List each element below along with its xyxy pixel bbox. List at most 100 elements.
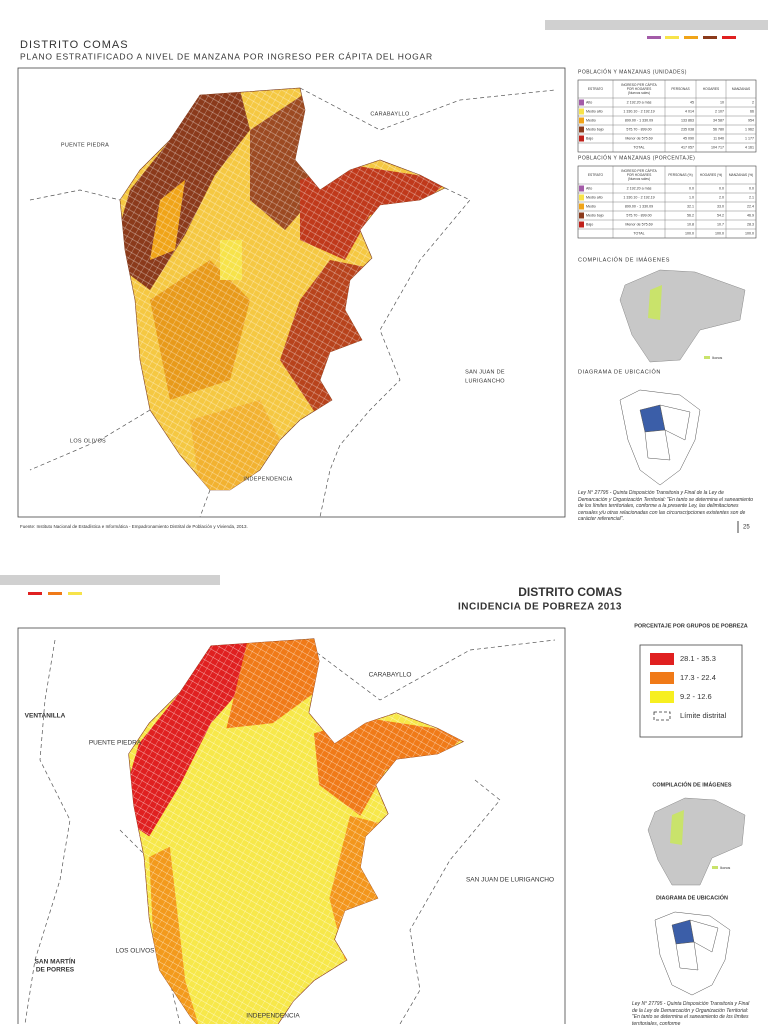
table-cell: 1 962 bbox=[745, 127, 754, 131]
legend-title: PORCENTAJE POR GRUPOS DE POBREZA bbox=[634, 623, 748, 629]
legend-swatch bbox=[650, 691, 674, 703]
table-header: INGRESO PER CÁPITA POR HOGARES (Nuevos sol… bbox=[621, 169, 657, 181]
table-cell: Alto bbox=[586, 100, 592, 104]
section-title: DIAGRAMA DE UBICACIÓN bbox=[578, 368, 661, 375]
table-cell: 1.0 bbox=[689, 195, 694, 199]
map-label: DE PORRES bbox=[36, 967, 75, 974]
table-cell: 2 192.20 a más bbox=[627, 186, 652, 190]
imagery-map bbox=[647, 797, 746, 886]
table-cell: Medio bajo bbox=[586, 127, 604, 131]
law-note: Ley N° 27795 - Quinta Disposición Transi… bbox=[578, 490, 754, 522]
table-cell: TOTAL bbox=[633, 231, 644, 235]
source-note: Fuente: Instituto Nacional de Estadístic… bbox=[20, 524, 248, 529]
table-header: MANZANAS bbox=[732, 87, 751, 91]
table-cell: 2 107 bbox=[715, 109, 724, 113]
table-cell: Bajo bbox=[586, 136, 593, 140]
stratum-swatch bbox=[579, 185, 584, 192]
stratum-swatch bbox=[579, 221, 584, 228]
stratum-swatch bbox=[579, 99, 584, 106]
table-header: HOGARES bbox=[703, 87, 720, 91]
table-cell: 954 bbox=[748, 118, 754, 122]
map-label: PUENTE PIEDRA bbox=[61, 142, 109, 148]
section-title: COMPILACIÓN DE IMÁGENES bbox=[578, 256, 670, 263]
table-cell: Medio alto bbox=[586, 109, 603, 113]
map-label: CARABAYLLO bbox=[370, 111, 410, 117]
map-labels: CARABAYLLO PUENTE PIEDRA SAN JUAN DE LURIGA… bbox=[61, 111, 505, 482]
table-cell: 34 587 bbox=[713, 118, 724, 122]
map-label: LURIGANCHO bbox=[465, 378, 505, 384]
table-header: ESTRATO bbox=[588, 173, 604, 177]
table-cell: 0.0 bbox=[749, 186, 754, 190]
table-cell: 575.70 - 899.00 bbox=[626, 213, 651, 217]
table-cell: 66 bbox=[750, 109, 754, 113]
page-subtitle: INCIDENCIA DE POBREZA 2013 bbox=[458, 602, 622, 613]
table-cell: 22.4 bbox=[747, 204, 754, 208]
table-title: POBLACIÓN Y MANZANAS (PORCENTAJE) bbox=[578, 154, 695, 161]
map-label: LOS OLIVOS bbox=[70, 438, 106, 444]
legend-swatch bbox=[712, 866, 718, 869]
table-cell: 104 717 bbox=[711, 145, 724, 149]
table-cell: 28.3 bbox=[747, 222, 754, 226]
table-cell: 2.0 bbox=[719, 195, 724, 199]
table-header: ESTRATO bbox=[588, 87, 604, 91]
table-cell: 56 780 bbox=[713, 127, 724, 131]
map-labels: VENTANILLA PUENTE PIEDRA CARABAYLLO SAN JUA… bbox=[25, 672, 554, 1020]
table-cell: 2 192.20 a más bbox=[627, 100, 652, 104]
legend: 28.1 - 35.3 17.3 - 22.4 9.2 - 12.6 Límite d… bbox=[650, 653, 727, 721]
table-header: PERSONAS bbox=[671, 87, 690, 91]
stratum-swatch bbox=[579, 126, 584, 133]
imagery-coverage bbox=[648, 285, 662, 320]
map-label: SAN MARTÍN bbox=[35, 957, 76, 966]
swatch bbox=[28, 592, 42, 595]
table-cell: 2.1 bbox=[749, 195, 754, 199]
table-cell: Medio bbox=[586, 204, 596, 208]
legend-label: 17.3 - 22.4 bbox=[680, 673, 716, 682]
location-map bbox=[654, 911, 731, 996]
table-cell: 2 bbox=[752, 100, 754, 104]
table-cell: 10.8 bbox=[687, 222, 694, 226]
table-cell: 899.00 - 1 330.09 bbox=[625, 204, 653, 208]
table-cell: 899.00 - 1 330.09 bbox=[625, 118, 653, 122]
header-bar bbox=[545, 20, 768, 30]
district-boundaries bbox=[29, 87, 556, 518]
stratum-swatch bbox=[579, 117, 584, 124]
table-cell: 100.0 bbox=[715, 231, 724, 235]
table-cell: 4 161 bbox=[745, 145, 754, 149]
table-header: PERSONAS (%) bbox=[668, 173, 692, 177]
map-label: INDEPENDENCIA bbox=[243, 476, 292, 482]
table-title: POBLACIÓN Y MANZANAS (UNIDADES) bbox=[578, 68, 687, 75]
swatch bbox=[647, 36, 661, 39]
map-label: VENTANILLA bbox=[25, 713, 66, 720]
table-cell: Bajo bbox=[586, 222, 593, 226]
table-cell: 235 038 bbox=[681, 127, 694, 131]
page-title: DISTRITO COMAS bbox=[20, 39, 129, 51]
stratum-swatch bbox=[579, 135, 584, 142]
swatch bbox=[48, 592, 62, 595]
map-label: CARABAYLLO bbox=[369, 672, 412, 679]
imagery-coverage bbox=[670, 810, 684, 845]
legend-swatch bbox=[650, 672, 674, 684]
table-cell: 33.0 bbox=[717, 204, 724, 208]
table-cell: 1 177 bbox=[745, 136, 754, 140]
legend-label: 9.2 - 12.6 bbox=[680, 692, 712, 701]
law-note: Ley N° 27795 - Quinta Disposición Transi… bbox=[632, 1001, 750, 1027]
legend-swatch bbox=[704, 356, 710, 359]
swatch bbox=[703, 36, 717, 39]
stratum-swatch bbox=[579, 203, 584, 210]
legend-text: Ikonos bbox=[720, 866, 731, 870]
table-cell: 45 bbox=[690, 100, 694, 104]
location-map bbox=[619, 389, 701, 486]
header-bar bbox=[0, 575, 220, 585]
swatch bbox=[722, 36, 736, 39]
section-title: DIAGRAMA DE UBICACIÓN bbox=[656, 893, 728, 901]
table-cell: Medio bajo bbox=[586, 213, 604, 217]
table-cell: 100.0 bbox=[745, 231, 754, 235]
map-label: INDEPENDENCIA bbox=[246, 1013, 300, 1020]
table-cell: 32.1 bbox=[687, 204, 694, 208]
district-map bbox=[128, 638, 464, 1024]
imagery-map bbox=[619, 269, 746, 363]
table-cell: 10 bbox=[720, 100, 724, 104]
table-cell: 10.7 bbox=[717, 222, 724, 226]
table-cell: 0.0 bbox=[689, 186, 694, 190]
